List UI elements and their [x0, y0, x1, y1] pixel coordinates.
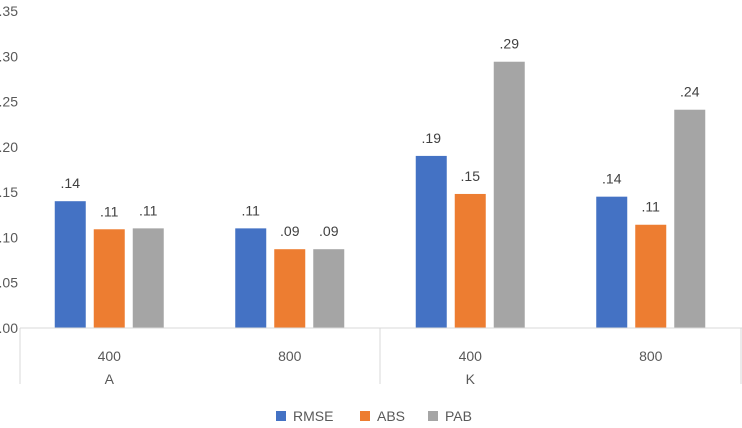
x-axis: 400 800 400 800 A K: [19, 328, 742, 387]
legend-label-rmse: RMSE: [293, 408, 333, 424]
y-tick-label: .30: [0, 48, 18, 64]
data-label: .29: [500, 36, 520, 52]
legend-label-abs: ABS: [377, 408, 405, 424]
legend-swatch-pab: [428, 411, 438, 421]
bar-rmse: [235, 228, 267, 328]
bar-pab: [674, 109, 706, 328]
y-tick-label: .00: [0, 320, 18, 336]
y-tick-label: .05: [0, 275, 18, 291]
data-label: .19: [422, 130, 442, 146]
data-label: .11: [100, 203, 119, 219]
data-label: .24: [680, 84, 700, 100]
bar-pab: [132, 228, 164, 328]
x-tick-label: 800: [639, 348, 663, 364]
bar-abs: [635, 224, 667, 328]
legend: RMSE ABS PAB: [276, 408, 472, 424]
x-group-label: A: [105, 371, 115, 387]
data-label: .11: [242, 202, 261, 218]
y-tick-label: .10: [0, 229, 18, 245]
y-tick-label: .20: [0, 139, 18, 155]
data-label: .14: [602, 171, 622, 187]
legend-swatch-abs: [360, 411, 370, 421]
data-label: .11: [642, 199, 661, 215]
x-tick-label: 400: [98, 348, 122, 364]
data-label: .09: [280, 223, 300, 239]
data-label: .11: [139, 202, 158, 218]
bar-rmse: [596, 196, 628, 328]
bar-abs: [454, 193, 486, 328]
data-label: .15: [461, 168, 481, 184]
x-tick-label: 400: [459, 348, 483, 364]
x-group-label: K: [466, 371, 476, 387]
data-labels: .14 .11 .11 .11 .09 .09 .19 .15 .29 .14 .11 .24: [61, 36, 700, 239]
legend-label-pab: PAB: [445, 408, 472, 424]
bars: [54, 61, 706, 328]
x-tick-label: 800: [278, 348, 302, 364]
bar-pab: [313, 249, 345, 328]
bar-rmse: [54, 201, 86, 328]
bar-abs: [93, 229, 125, 328]
bar-rmse: [415, 155, 447, 328]
y-axis: .00 .05 .10 .15 .20 .25 .30 .35: [0, 3, 18, 336]
bar-abs: [274, 249, 306, 328]
bar-pab: [493, 61, 525, 328]
y-tick-label: .35: [0, 3, 18, 19]
data-label: .14: [61, 175, 81, 191]
data-label: .09: [319, 223, 339, 239]
y-tick-label: .15: [0, 184, 18, 200]
legend-swatch-rmse: [276, 411, 286, 421]
y-tick-label: .25: [0, 94, 18, 110]
